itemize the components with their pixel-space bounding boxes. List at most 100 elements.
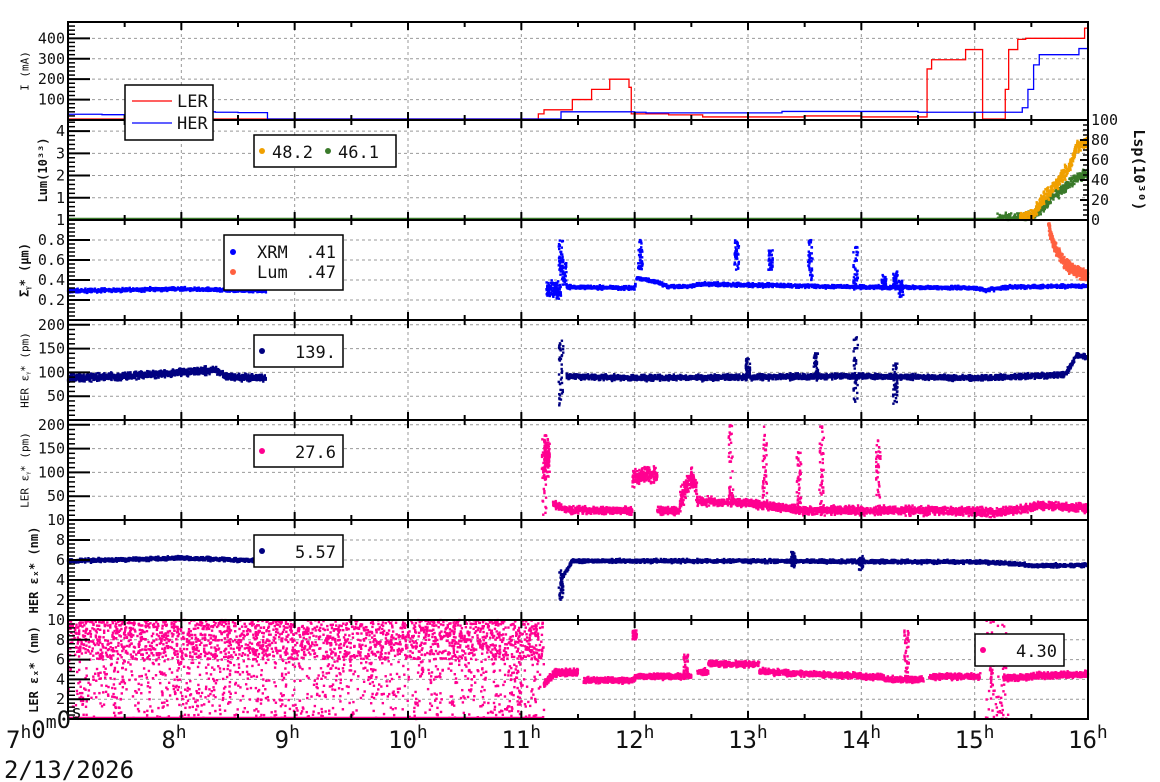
data-point xyxy=(964,285,966,287)
data-point xyxy=(851,286,853,288)
data-point xyxy=(1047,205,1049,207)
data-point xyxy=(589,285,591,287)
data-point xyxy=(986,289,988,291)
data-point xyxy=(559,291,561,293)
data-point xyxy=(1057,184,1059,186)
data-point xyxy=(1020,216,1022,218)
data-point xyxy=(561,246,563,248)
data-point xyxy=(109,289,111,291)
data-point xyxy=(140,291,142,293)
data-point xyxy=(1080,175,1082,177)
data-point xyxy=(950,285,952,287)
data-point xyxy=(570,286,572,288)
data-point xyxy=(561,261,563,263)
data-point xyxy=(689,285,691,287)
data-point xyxy=(553,294,555,296)
data-point xyxy=(192,288,194,290)
data-point xyxy=(1076,177,1078,179)
data-point xyxy=(1028,286,1030,288)
data-point xyxy=(1080,173,1082,175)
data-point xyxy=(91,289,93,291)
data-point xyxy=(639,256,641,258)
data-point xyxy=(939,286,941,288)
data-point xyxy=(1061,179,1063,181)
data-point xyxy=(555,285,557,287)
data-point xyxy=(81,290,83,292)
data-point xyxy=(1082,177,1084,179)
series-XRM xyxy=(67,239,1088,300)
data-point xyxy=(782,285,784,287)
accelerator-status-chart: 100200300400I (mA)1234Lum(10³³)020406080… xyxy=(0,0,1160,782)
data-point xyxy=(564,263,566,265)
data-point xyxy=(559,239,561,241)
data-point xyxy=(1039,211,1041,213)
data-point xyxy=(168,288,170,290)
data-point xyxy=(557,280,559,282)
data-point xyxy=(1078,146,1080,148)
data-point xyxy=(639,239,641,241)
data-point xyxy=(1044,196,1046,198)
data-point xyxy=(625,286,627,288)
data-point xyxy=(140,287,142,289)
data-point xyxy=(1074,285,1076,287)
data-point xyxy=(556,297,558,299)
data-point xyxy=(256,291,258,293)
data-point xyxy=(1004,285,1006,287)
data-point xyxy=(1066,285,1068,287)
data-point xyxy=(997,217,999,219)
data-point xyxy=(1077,151,1079,153)
data-point xyxy=(1054,186,1056,188)
data-point xyxy=(679,284,681,286)
data-point xyxy=(73,289,75,291)
data-point xyxy=(848,286,850,288)
data-point xyxy=(94,287,96,289)
data-point xyxy=(641,256,643,258)
data-point xyxy=(561,240,563,242)
data-point xyxy=(1041,284,1043,286)
data-point xyxy=(985,291,987,293)
data-point xyxy=(94,290,96,292)
data-point xyxy=(1041,208,1043,210)
data-point xyxy=(1025,216,1027,218)
data-point xyxy=(1077,141,1079,143)
data-point xyxy=(1048,202,1050,204)
data-point xyxy=(737,284,739,286)
data-point xyxy=(215,287,217,289)
data-point xyxy=(1048,194,1050,196)
data-point xyxy=(646,277,648,279)
data-point xyxy=(697,284,699,286)
data-point xyxy=(596,287,598,289)
data-point xyxy=(110,291,112,293)
data-point xyxy=(734,283,736,285)
data-point xyxy=(1057,180,1059,182)
data-point xyxy=(1062,191,1064,193)
data-point xyxy=(1046,187,1048,189)
data-point xyxy=(972,288,974,290)
data-point xyxy=(1070,182,1072,184)
data-point xyxy=(834,285,836,287)
data-point xyxy=(548,294,550,296)
data-point xyxy=(559,268,561,270)
data-point xyxy=(265,291,267,293)
data-point xyxy=(703,282,705,284)
data-point xyxy=(562,276,564,278)
data-point xyxy=(1009,215,1011,217)
data-point xyxy=(1050,186,1052,188)
data-point xyxy=(1033,213,1035,215)
data-point xyxy=(615,285,617,287)
data-point xyxy=(1042,200,1044,202)
data-point xyxy=(817,284,819,286)
data-point xyxy=(559,256,561,258)
data-point xyxy=(633,288,635,290)
data-point xyxy=(1064,166,1066,168)
data-point xyxy=(79,290,81,292)
data-point xyxy=(1057,196,1059,198)
data-point xyxy=(785,285,787,287)
data-point xyxy=(1060,285,1062,287)
data-point xyxy=(559,262,561,264)
data-point xyxy=(1039,198,1041,200)
data-point xyxy=(996,212,998,214)
data-point xyxy=(564,274,566,276)
data-point xyxy=(84,289,86,291)
data-point xyxy=(872,287,874,289)
